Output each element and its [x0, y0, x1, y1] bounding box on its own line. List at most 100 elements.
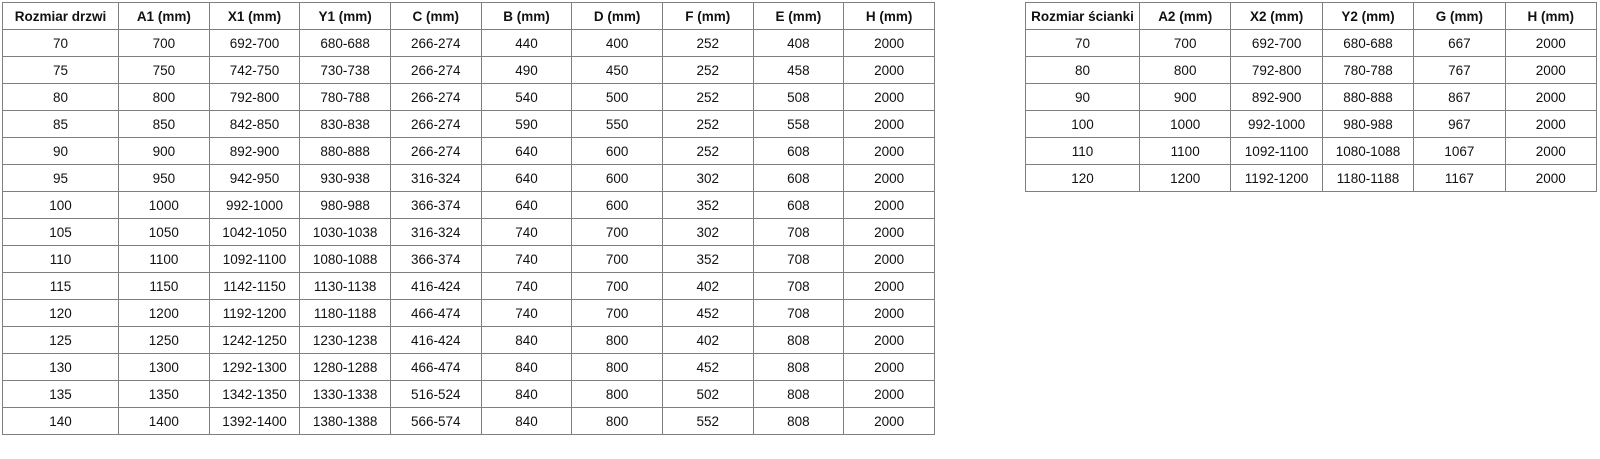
table-cell: 840 [480, 380, 573, 408]
wall-size-table: Rozmiar ścianki A2 (mm) X2 (mm) Y2 (mm) G (m… [1025, 2, 1598, 192]
table-cell: 266-274 [389, 56, 482, 84]
table-cell: 880-888 [1321, 83, 1415, 111]
table-cell: 600 [571, 164, 663, 192]
table-cell: 692-700 [208, 29, 301, 57]
table-row: 110 1100 1092-1100 1080-1088 1067 2000 [1025, 137, 1598, 165]
table-cell: 1000 [118, 191, 210, 219]
table-cell: 1200 [1138, 164, 1232, 192]
table-cell: 2000 [843, 245, 935, 273]
table-cell: 90 [1025, 83, 1140, 111]
table-cell: 608 [752, 164, 845, 192]
table-cell: 2000 [843, 110, 935, 138]
table-cell: 466-474 [389, 353, 482, 381]
table-cell: 808 [752, 407, 845, 435]
table-cell: 840 [480, 353, 573, 381]
table-cell: 516-524 [389, 380, 482, 408]
table-cell: 1050 [118, 218, 210, 246]
table-cell: 590 [480, 110, 573, 138]
table-cell: 792-800 [1230, 56, 1323, 84]
header-row: Rozmiar ścianki A2 (mm) X2 (mm) Y2 (mm) G (m… [1025, 2, 1598, 30]
table-cell: 140 [2, 407, 119, 435]
table-cell: 85 [2, 110, 119, 138]
table-row: 70 700 692-700 680-688 266-274 440 400 252 408 20… [2, 29, 935, 57]
table-cell: 416-424 [389, 272, 482, 300]
table-cell: 2000 [1504, 56, 1598, 84]
table-cell: 1380-1388 [299, 407, 391, 435]
table-cell: 608 [752, 137, 845, 165]
table-cell: 800 [571, 380, 663, 408]
table-cell: 930-938 [299, 164, 391, 192]
table-cell: 700 [118, 29, 210, 57]
table-cell: 740 [480, 245, 573, 273]
table-cell: 2000 [1504, 29, 1598, 57]
table-cell: 800 [1138, 56, 1232, 84]
table-cell: 700 [1138, 29, 1232, 57]
table-row: 70 700 692-700 680-688 667 2000 [1025, 29, 1598, 57]
table-cell: 80 [1025, 56, 1140, 84]
table-cell: 452 [661, 299, 754, 327]
table-cell: 105 [2, 218, 119, 246]
table-row: 90 900 892-900 880-888 266-274 640 600 252 608 20… [2, 137, 935, 165]
table-cell: 1167 [1413, 164, 1506, 192]
table-cell: 800 [571, 353, 663, 381]
table-cell: 1242-1250 [208, 326, 301, 354]
table-cell: 842-850 [208, 110, 301, 138]
table-cell: 700 [571, 299, 663, 327]
table-cell: 252 [661, 56, 754, 84]
table-cell: 402 [661, 272, 754, 300]
table-cell: 80 [2, 83, 119, 111]
table-cell: 640 [480, 191, 573, 219]
table-cell: 120 [2, 299, 119, 327]
table-cell: 266-274 [389, 137, 482, 165]
table-cell: 1350 [118, 380, 210, 408]
table-cell: 70 [2, 29, 119, 57]
table-cell: 2000 [843, 299, 935, 327]
table-cell: 1042-1050 [208, 218, 301, 246]
column-header: Rozmiar ścianki [1025, 2, 1140, 30]
table-row: 100 1000 992-1000 980-988 366-374 640 600 352 60… [2, 191, 935, 219]
table-cell: 502 [661, 380, 754, 408]
table-cell: 1000 [1138, 110, 1232, 138]
table-cell: 120 [1025, 164, 1140, 192]
table-cell: 992-1000 [208, 191, 301, 219]
table-cell: 830-838 [299, 110, 391, 138]
table-cell: 452 [661, 353, 754, 381]
table-cell: 840 [480, 407, 573, 435]
table-row: 100 1000 992-1000 980-988 967 2000 [1025, 110, 1598, 138]
table-cell: 402 [661, 326, 754, 354]
table-cell: 1092-1100 [208, 245, 301, 273]
table-cell: 400 [571, 29, 663, 57]
table-cell: 1250 [118, 326, 210, 354]
table-cell: 550 [571, 110, 663, 138]
column-header: H (mm) [1504, 2, 1598, 30]
table-cell: 600 [571, 191, 663, 219]
column-header: A1 (mm) [118, 2, 210, 30]
table-cell: 2000 [843, 380, 935, 408]
table-cell: 2000 [843, 164, 935, 192]
column-header: H (mm) [843, 2, 935, 30]
table-cell: 366-374 [389, 191, 482, 219]
table-cell: 867 [1413, 83, 1506, 111]
header-row: Rozmiar drzwi A1 (mm) X1 (mm) Y1 (mm) C (mm)… [2, 2, 935, 30]
table-cell: 266-274 [389, 83, 482, 111]
table-cell: 900 [1138, 83, 1232, 111]
table-cell: 2000 [843, 29, 935, 57]
table-cell: 2000 [843, 353, 935, 381]
table-cell: 667 [1413, 29, 1506, 57]
column-header: E (mm) [752, 2, 845, 30]
table-cell: 352 [661, 191, 754, 219]
table-cell: 125 [2, 326, 119, 354]
table-row: 105 1050 1042-1050 1030-1038 316-324 740 700 30… [2, 218, 935, 246]
table-row: 135 1350 1342-1350 1330-1338 516-524 840 800 50… [2, 380, 935, 408]
table-cell: 1130-1138 [299, 272, 391, 300]
table-cell: 552 [661, 407, 754, 435]
table-cell: 1150 [118, 272, 210, 300]
table-cell: 252 [661, 110, 754, 138]
table-cell: 2000 [843, 407, 935, 435]
table-cell: 2000 [843, 83, 935, 111]
table-cell: 1030-1038 [299, 218, 391, 246]
table-cell: 1292-1300 [208, 353, 301, 381]
table-cell: 700 [571, 245, 663, 273]
table-cell: 708 [752, 299, 845, 327]
table-cell: 1330-1338 [299, 380, 391, 408]
